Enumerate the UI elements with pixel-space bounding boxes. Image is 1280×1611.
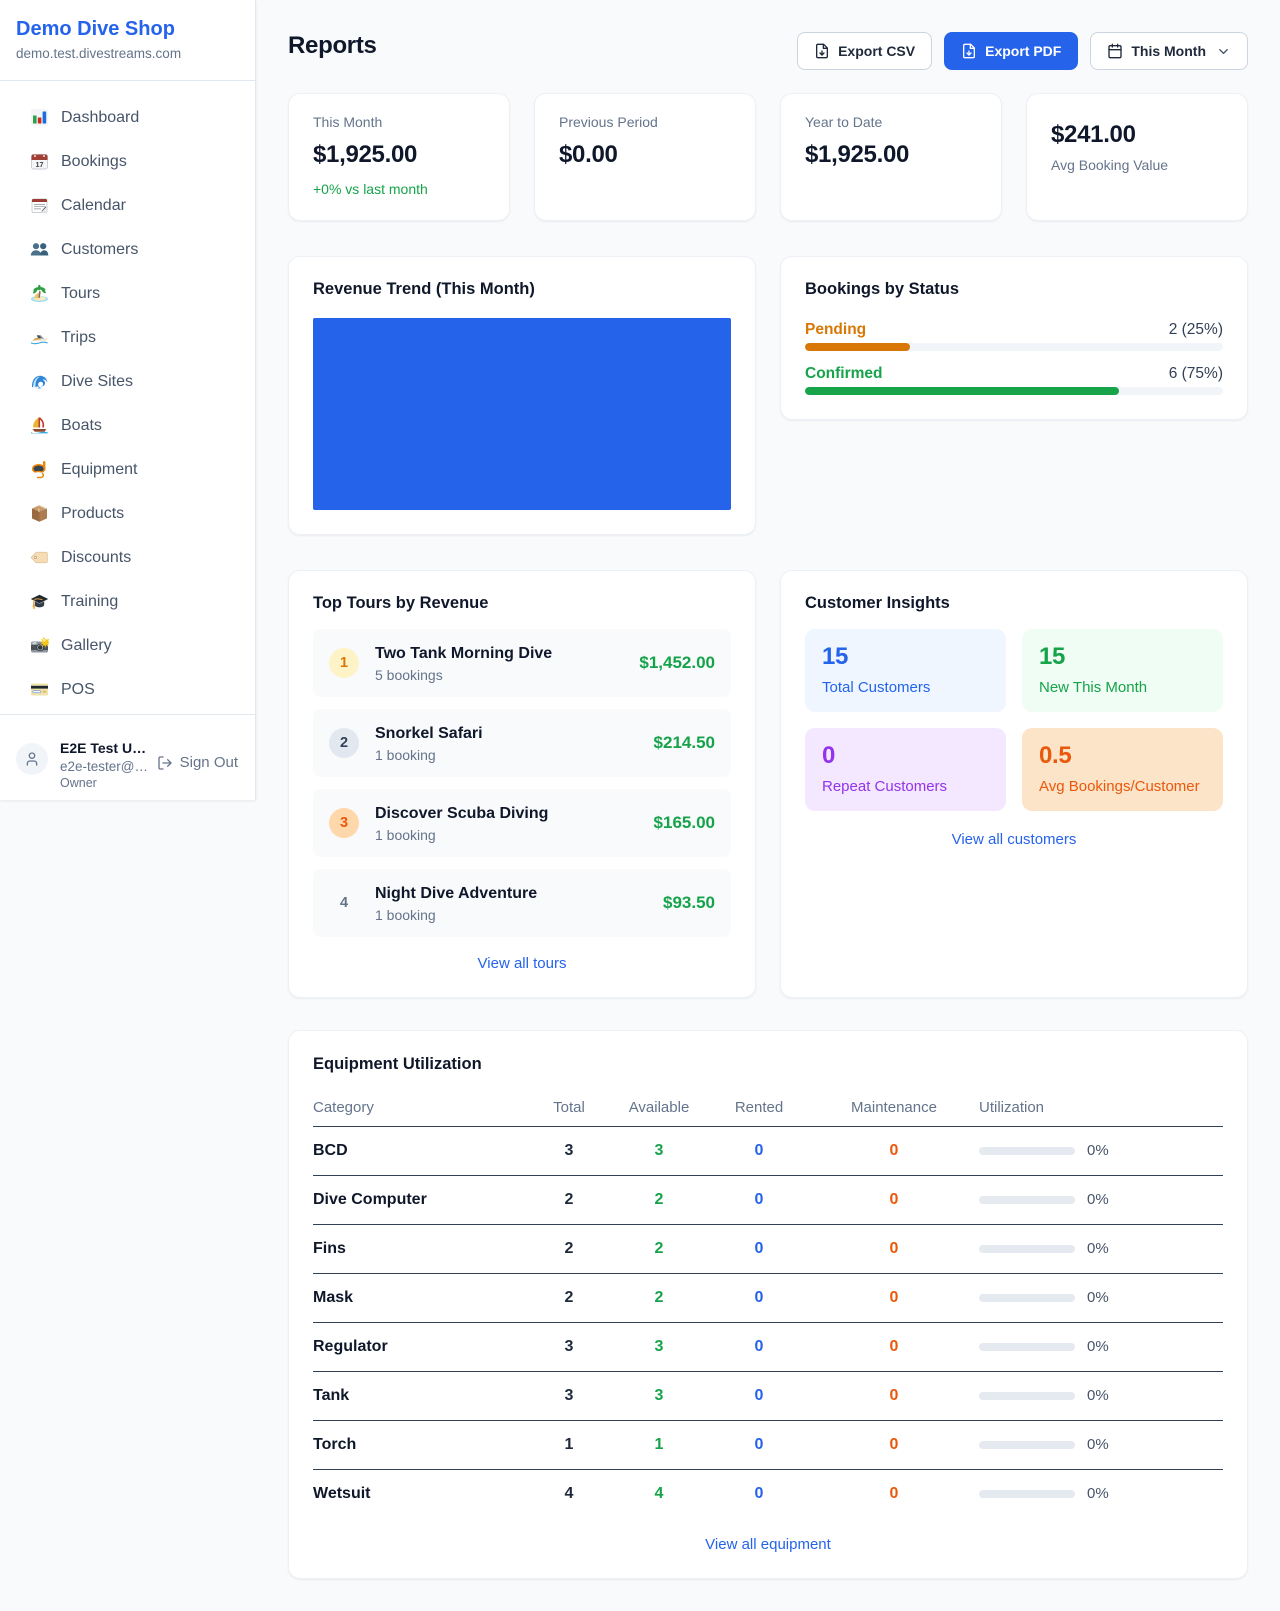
svg-text:17: 17: [36, 160, 44, 169]
